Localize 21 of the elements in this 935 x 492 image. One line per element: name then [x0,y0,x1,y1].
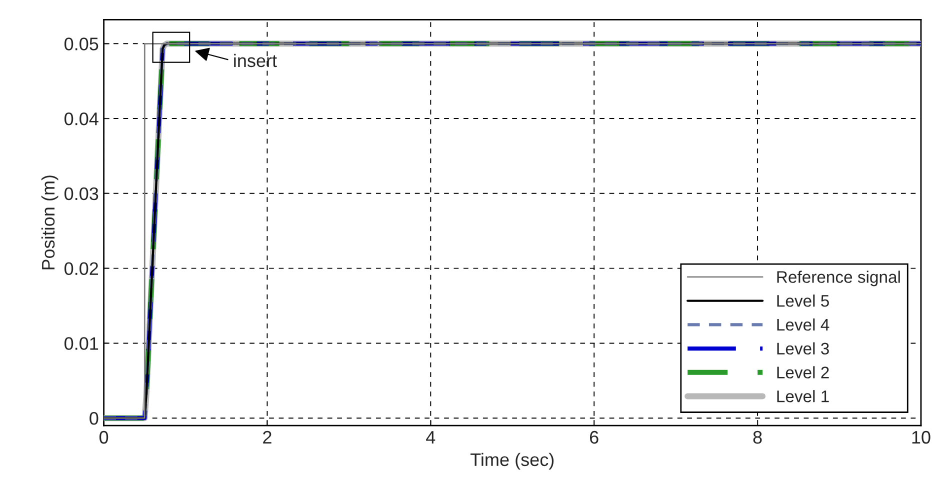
x-tick-label: 2 [263,430,272,444]
x-tick-label: 4 [426,431,436,444]
x-tick-label: 6 [590,430,598,444]
legend-label: Level 5 [777,294,829,307]
legend-label: Level 1 [777,390,829,402]
legend-label: Level 4 [777,318,830,331]
annotation: insert [234,54,277,68]
y-tick-label: 0.03 [64,187,98,200]
y-tick-label: 0.02 [64,262,98,276]
x-axis-title: Time (sec) [470,452,554,470]
legend-label: Level 2 [777,366,829,378]
x-tick-label: 8 [753,430,762,444]
y-tick-label: 0 [90,412,98,425]
legend-label: Reference signal [777,270,900,286]
y-tick-label: 0.01 [64,337,98,350]
y-tick-label: 0.04 [64,112,98,126]
x-tick-label: 10 [912,430,930,444]
y-axis-title: Position (m) [41,176,58,270]
legend-label: Level 3 [777,342,829,355]
y-tick-label: 0.05 [64,38,98,50]
x-tick-label: 0 [99,430,108,444]
